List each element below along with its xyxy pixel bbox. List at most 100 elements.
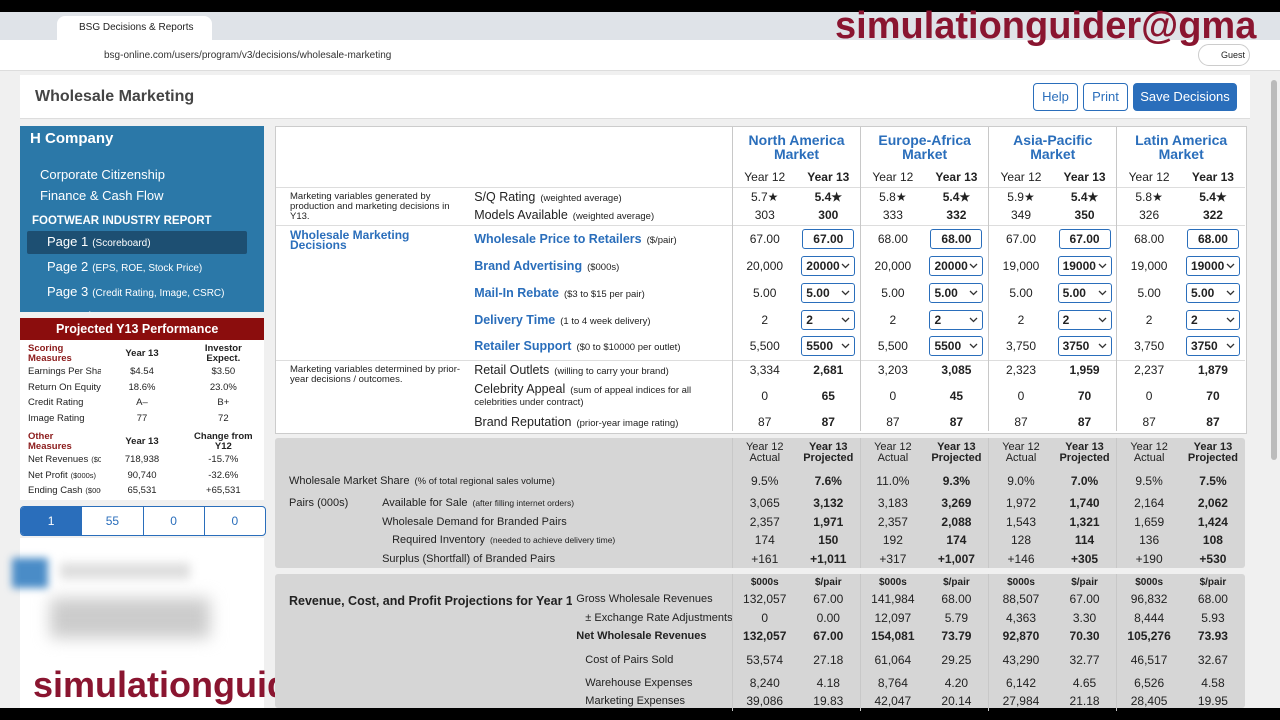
value-cell: 11.0% (860, 468, 925, 494)
dropdown[interactable]: 5500 (929, 336, 984, 357)
column-header: $000s (860, 574, 925, 590)
cell: Net Revenues($000s) (20, 452, 101, 468)
value-cell: 3,065 (731, 494, 797, 513)
text-input[interactable]: 67.00 (1058, 228, 1111, 249)
url[interactable]: bsg-online.com/users/program/v3/decision… (104, 50, 392, 61)
dropdown[interactable]: 3750 (1185, 336, 1240, 357)
dropdown[interactable]: 19000 (1057, 255, 1112, 276)
sidebar-nav: H Company Corporate Citizenship Finance & … (20, 126, 264, 312)
column-header: Year 13 Projected (1059, 441, 1110, 464)
text-input[interactable]: 67.00 (802, 228, 855, 249)
dropdown[interactable]: 5500 (801, 336, 856, 357)
dropdown[interactable]: 19000 (1185, 255, 1240, 276)
dropdown[interactable]: 5.00 (801, 282, 856, 303)
value-cell: 70 (1077, 389, 1092, 403)
value-cell: 67.00 (797, 225, 861, 252)
chat-tab[interactable]: 0 (203, 507, 265, 535)
chat-tab[interactable]: 1 (21, 507, 82, 535)
dropdown[interactable]: 5.00 (929, 282, 984, 303)
dropdown[interactable]: 2 (801, 309, 856, 330)
value-cell: 2,357 (860, 512, 925, 531)
report-page[interactable]: Page 1 (Scoreboard) (27, 231, 247, 254)
label: Retail Outlets (474, 363, 550, 378)
label: Ending Cash (28, 485, 83, 497)
value-cell: 3750 (1181, 333, 1245, 360)
column-header: Year 12 Actual (1116, 438, 1181, 468)
value-cell: 68.00 (1116, 225, 1181, 252)
value-cell: 2,681 (813, 363, 844, 378)
header-row: Other Measures Year 13 Change from Y12 (20, 432, 264, 452)
value-cell: 5500 (925, 333, 989, 360)
value-cell: 4.58 (1201, 675, 1225, 690)
value-cell: 73.93 (1197, 629, 1228, 644)
chevron (1098, 343, 1107, 349)
row: Credit Rating A– B+ (20, 395, 264, 411)
dropdown[interactable]: 2 (1185, 309, 1240, 330)
print-button[interactable]: Print (1083, 83, 1128, 111)
pairs-row: Wholesale Demand for Branded Pairs 2,357 1… (275, 512, 1245, 531)
value-cell: 43,290 (988, 645, 1053, 674)
save-button[interactable]: Save Decisions (1133, 83, 1237, 111)
chat-count: 0 (170, 514, 177, 528)
value-cell: 300 (818, 208, 839, 223)
value-cell: 19,000 (1116, 252, 1181, 279)
column-header: $/pair (814, 576, 842, 588)
value-cell: 2 (1181, 306, 1245, 333)
projections-table: Year 12 Actual Year 13 Projected Year 12 A… (275, 438, 1245, 568)
value-cell: 1,879 (1197, 363, 1228, 378)
tab[interactable]: BSG Decisions & Reports (57, 16, 212, 40)
cell: Ending Cash($000s) (20, 483, 101, 499)
cell: Net Profit ($000s) (20, 468, 101, 484)
decision-row: Retailer Support ($0 to $10000 per outlet… (276, 333, 1245, 360)
page-label: Page 3b (47, 309, 95, 312)
text-input[interactable]: 68.00 (930, 228, 983, 249)
chat-count: 0 (231, 514, 239, 528)
scrollbar[interactable] (1271, 80, 1277, 460)
row-label: Brand Advertising ($000s) (470, 252, 732, 279)
value-cell: 332 (946, 208, 967, 223)
cell: Return On Equity (28, 381, 101, 393)
nav-link[interactable]: Corporate Citizenship (40, 167, 166, 182)
text-input[interactable]: 68.00 (1186, 228, 1239, 249)
value-cell: 4,363 (988, 608, 1053, 627)
dropdown[interactable]: 3750 (1057, 336, 1112, 357)
value-cell: 2 (1053, 306, 1117, 333)
dropdown[interactable]: 20000 (801, 255, 856, 276)
value-cell: 2,062 (1197, 496, 1228, 511)
chat-tab[interactable]: 55 (81, 507, 142, 535)
dropdown[interactable]: 2 (1057, 309, 1112, 330)
profile-button[interactable]: Guest (1198, 44, 1250, 66)
row: Earnings Per Share $4.54 $3.50 (20, 364, 264, 380)
blank (275, 574, 732, 590)
value-cell: 87 (988, 412, 1053, 431)
section-title: FOOTWEAR INDUSTRY REPORT (32, 215, 212, 227)
value-cell: 28,405 (1116, 692, 1181, 711)
note: (sum of appeal indices for all celebriti… (474, 385, 692, 408)
value-cell: 68.00 (925, 225, 989, 252)
year: Year 13 (807, 169, 850, 184)
dropdown[interactable]: 2 (929, 309, 984, 330)
report-page[interactable]: Page 2 (EPS, ROE, Stock Price) (27, 256, 247, 279)
dropdown[interactable]: 20000 (929, 255, 984, 276)
report-page[interactable]: Page 3b(Bonus Point Awards) (27, 306, 247, 312)
revenue-table: $000s $/pair $000s $/pair $000s $/pair $000s $/… (275, 574, 1245, 711)
value-cell: 20,000 (731, 252, 797, 279)
cell: -15.7% (208, 454, 239, 466)
value-cell: 2,237 (1116, 360, 1181, 380)
nav-link[interactable]: Finance & Cash Flow (40, 188, 164, 203)
cell: +65,531 (206, 485, 241, 497)
dropdown[interactable]: 5.00 (1185, 282, 1240, 303)
row-label: Surplus (Shortfall) of Branded Pairs (378, 550, 732, 569)
decisions-table: North America Market Europe-Africa Market… (276, 127, 1245, 431)
year: Year 13 (1191, 169, 1234, 184)
value-cell: 5.7★ (731, 187, 797, 206)
help-button[interactable]: Help (1033, 83, 1078, 111)
blank (276, 127, 732, 167)
chat-tab[interactable]: 0 (142, 507, 204, 535)
report-page[interactable]: Page 3 (Credit Rating, Image, CSRC) (27, 281, 247, 304)
value-cell: 9.3% (942, 474, 971, 488)
note: ($000s) (587, 261, 620, 273)
value-cell: 2 (860, 306, 925, 333)
dropdown[interactable]: 5.00 (1057, 282, 1112, 303)
cell: 718,938 (124, 454, 160, 466)
